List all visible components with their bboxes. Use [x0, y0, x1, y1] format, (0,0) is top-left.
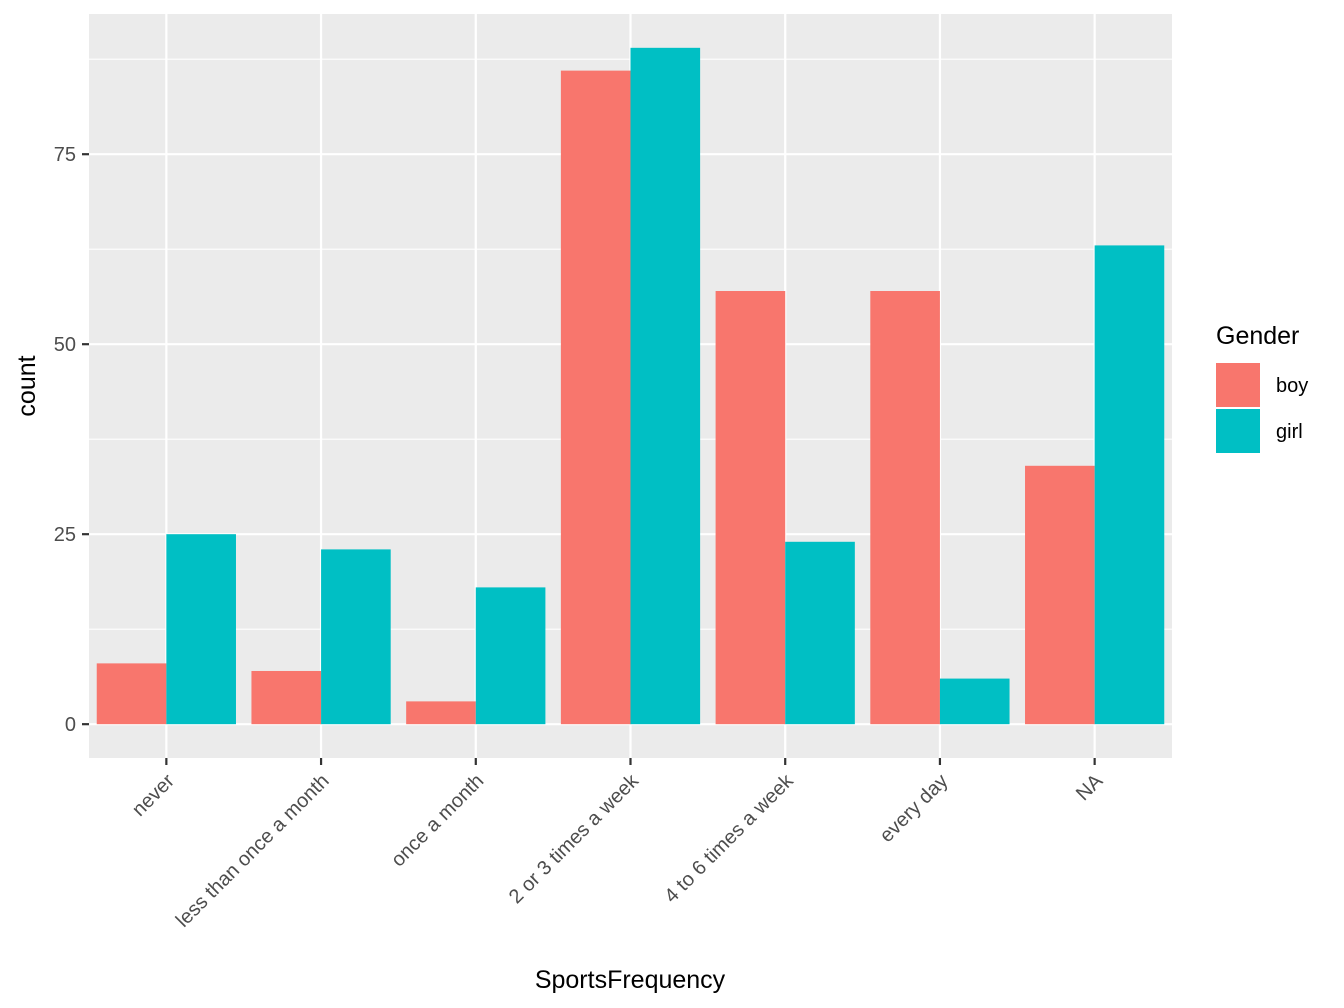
bar-boy-6: [1025, 465, 1095, 725]
y-tick-label: 50: [54, 334, 76, 356]
legend-key-girl: [1216, 409, 1260, 453]
x-tick-label: 4 to 6 times a week: [660, 769, 798, 907]
bar-boy-3: [560, 70, 631, 725]
legend-items: boy girl: [1216, 363, 1308, 453]
x-tick-label: never: [128, 770, 179, 821]
bar-boy-4: [715, 291, 786, 725]
x-tick-label: 2 or 3 times a week: [505, 769, 644, 908]
bar-girl-2: [475, 587, 546, 725]
bar-boy-1: [251, 670, 322, 725]
x-tick-label: NA: [1072, 770, 1108, 806]
x-tick-label: less than once a month: [172, 770, 334, 932]
y-tick-label: 25: [54, 524, 76, 546]
bar-boy-0: [96, 663, 167, 725]
x-tick-label: every day: [876, 770, 953, 847]
legend: Gender boy girl: [1216, 322, 1308, 453]
x-axis-title: SportsFrequency: [535, 966, 726, 994]
legend-label-girl: girl: [1276, 421, 1303, 443]
bar-girl-0: [166, 534, 236, 725]
bars: [96, 47, 1165, 725]
x-tick-label: once a month: [387, 770, 488, 871]
bar-girl-4: [785, 541, 855, 725]
bar-boy-5: [870, 291, 940, 725]
bar-girl-1: [321, 549, 391, 725]
legend-title: Gender: [1216, 322, 1299, 350]
bar-girl-5: [939, 678, 1010, 725]
legend-key-boy: [1216, 363, 1260, 407]
y-tick-label: 75: [54, 144, 76, 166]
y-axis: 0 25 50 75: [54, 144, 89, 736]
bar-boy-2: [406, 701, 476, 725]
bar-girl-3: [630, 47, 701, 725]
y-tick-label: 0: [65, 714, 76, 736]
bar-girl-6: [1094, 245, 1165, 725]
y-axis-title: count: [13, 355, 41, 416]
legend-label-boy: boy: [1276, 375, 1308, 397]
